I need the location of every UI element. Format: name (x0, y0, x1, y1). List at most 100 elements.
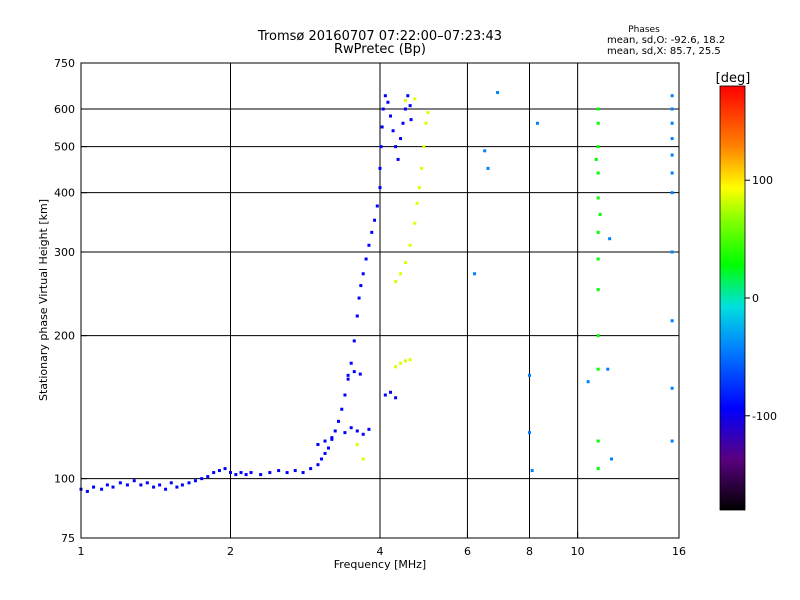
data-point (408, 358, 412, 362)
data-point (670, 439, 674, 443)
data-point (118, 481, 122, 485)
data-point (132, 479, 136, 483)
data-point (268, 471, 272, 475)
data-point (406, 94, 410, 98)
y-tick-label: 75 (61, 532, 75, 545)
data-point (596, 257, 600, 261)
data-point (596, 467, 600, 471)
data-point (330, 437, 334, 441)
data-point (378, 166, 382, 170)
data-point (249, 471, 253, 475)
data-point (223, 467, 227, 471)
data-point (355, 443, 359, 447)
data-point (337, 419, 341, 423)
data-point (596, 288, 600, 292)
data-point (399, 137, 403, 141)
data-point (323, 451, 327, 455)
y-tick-label: 100 (54, 473, 75, 486)
data-point (486, 166, 490, 170)
data-points (79, 91, 674, 493)
data-point (391, 129, 395, 133)
data-point (383, 393, 387, 397)
data-point (596, 171, 600, 175)
data-point (212, 471, 216, 475)
data-point (413, 221, 417, 225)
data-point (670, 153, 674, 157)
data-point (408, 243, 412, 247)
data-point (229, 471, 232, 475)
data-point (394, 365, 398, 369)
x-tick-label: 16 (672, 545, 686, 558)
x-tick-label: 8 (526, 545, 533, 558)
data-point (105, 483, 109, 487)
data-point (357, 296, 361, 300)
data-point (361, 457, 365, 461)
data-point (259, 473, 263, 477)
data-point (594, 157, 598, 161)
data-point (670, 319, 674, 323)
data-point (285, 471, 289, 475)
data-point (316, 443, 320, 447)
data-point (234, 473, 238, 477)
data-point (670, 121, 674, 125)
data-point (596, 196, 600, 200)
data-point (670, 191, 674, 195)
data-point (483, 149, 487, 153)
colorbar-ticks: 100 0 -100 (745, 174, 777, 423)
y-tick-label: 300 (54, 246, 75, 259)
data-point (608, 237, 612, 241)
phase-stats-o: mean, sd,O: -92.6, 18.2 (607, 35, 725, 46)
data-point (586, 380, 590, 384)
data-point (606, 367, 610, 371)
data-point (383, 94, 387, 98)
data-point (169, 481, 173, 485)
data-point (596, 107, 600, 111)
data-point (415, 201, 419, 205)
data-point (670, 94, 674, 98)
x-axis-label: Frequency [MHz] (334, 558, 426, 571)
data-point (598, 212, 602, 216)
data-point (378, 186, 382, 190)
data-point (609, 457, 613, 461)
data-point (401, 121, 405, 125)
data-point (670, 171, 674, 175)
data-point (152, 485, 156, 489)
data-point (426, 110, 430, 114)
data-point (100, 487, 104, 491)
data-point (496, 91, 500, 95)
data-point (403, 261, 407, 265)
data-point (343, 393, 347, 397)
y-tick-label: 400 (54, 187, 75, 200)
chart-title: Tromsø 20160707 07:22:00–07:23:43 (257, 29, 502, 44)
data-point (187, 481, 191, 485)
data-point (367, 427, 371, 431)
data-point (413, 97, 417, 101)
data-point (528, 373, 531, 377)
data-point (596, 145, 600, 149)
data-point (403, 99, 407, 103)
data-point (596, 334, 600, 338)
data-point (424, 121, 428, 125)
data-point (408, 104, 412, 108)
data-point (125, 483, 129, 487)
data-point (389, 114, 393, 118)
data-point (367, 243, 371, 247)
data-point (670, 386, 674, 390)
data-point (320, 457, 324, 461)
data-point (596, 121, 600, 125)
data-point (530, 469, 534, 473)
y-tick-label: 500 (54, 141, 75, 154)
data-point (349, 361, 353, 365)
data-point (596, 439, 600, 443)
colorbar-tick-label: -100 (752, 410, 777, 423)
data-point (145, 481, 149, 485)
data-point (158, 483, 162, 487)
data-point (333, 429, 337, 433)
data-point (403, 107, 407, 111)
data-point (420, 166, 424, 170)
data-point (346, 373, 350, 377)
data-point (323, 439, 327, 443)
data-point (389, 390, 393, 394)
x-tick-label: 4 (377, 545, 384, 558)
